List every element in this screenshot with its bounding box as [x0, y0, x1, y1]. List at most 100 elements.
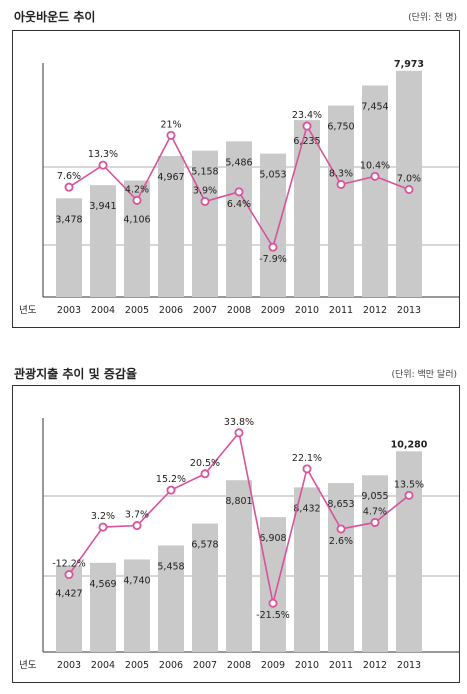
line-point	[302, 464, 312, 474]
line-point	[302, 121, 312, 131]
bar-value-label: 10,280	[391, 439, 428, 450]
bar-value-label: 9,055	[361, 491, 388, 502]
line-point	[268, 598, 278, 608]
line-value-label: 7.6%	[57, 171, 81, 182]
chart-title: 아웃바운드 추이	[14, 10, 96, 24]
bar	[90, 562, 116, 652]
x-tick-label: 2012	[363, 660, 387, 671]
x-tick-label: 2007	[193, 305, 217, 316]
bar-value-label: 4,569	[89, 579, 116, 590]
x-tick-label: 2009	[261, 305, 285, 316]
x-tick-label: 2004	[91, 305, 115, 316]
chart-spending: 2003 2004 2005 2006 2007 2008 2009 2010 2011 2012…	[19, 417, 459, 671]
line-value-label: 23.4%	[292, 110, 322, 121]
line-point	[200, 196, 210, 206]
line-value-label: 7.0%	[397, 174, 421, 185]
bar	[328, 105, 354, 297]
line-value-label: 3.2%	[91, 511, 115, 522]
bar-value-label: 4,106	[123, 214, 150, 225]
line-value-label: 22.1%	[292, 453, 322, 464]
bar-value-label: 8,801	[225, 496, 252, 507]
x-tick-label: 2012	[363, 305, 387, 316]
chart-panel-outbound: 아웃바운드 추이 (단위: 천 명) 2003 2004 2005 2006 2007 2…	[0, 8, 467, 338]
x-tick-label: 2006	[159, 660, 183, 671]
x-tick-label: 2008	[227, 660, 251, 671]
x-tick-label: 2010	[295, 305, 319, 316]
bar	[362, 475, 388, 652]
line-point	[370, 517, 380, 527]
line-value-label: 4.2%	[125, 184, 149, 195]
line-value-label: 4.7%	[363, 506, 387, 517]
line-point	[200, 469, 210, 479]
bar-value-label: 4,740	[123, 575, 150, 586]
line-point	[98, 522, 108, 532]
line-point	[336, 179, 346, 189]
bar	[226, 480, 252, 652]
line-value-label: 8.3%	[329, 168, 353, 179]
bar	[192, 523, 218, 652]
line-value-label: 6.4%	[227, 199, 251, 210]
x-tick-label: 2005	[125, 660, 149, 671]
bar-value-label: 6,235	[293, 136, 320, 147]
line-value-label: 33.8%	[224, 417, 254, 428]
bar	[158, 545, 184, 652]
line-value-label: -7.9%	[259, 254, 287, 265]
line-point	[166, 130, 176, 140]
x-tick-label: 2013	[397, 660, 421, 671]
x-tick-label: 2003	[57, 660, 81, 671]
x-axis-label: 년도	[19, 660, 37, 671]
bar	[56, 565, 82, 652]
bar-value-label: 6,578	[191, 540, 218, 551]
line-point	[268, 242, 278, 252]
chart-unit: (단위: 천 명)	[408, 13, 457, 23]
line-point	[234, 428, 244, 438]
x-tick-label: 2004	[91, 660, 115, 671]
bar	[396, 70, 422, 297]
bar-value-label: 6,750	[327, 121, 354, 132]
bar	[362, 85, 388, 297]
line-point	[132, 195, 142, 205]
line-value-label: -12.2%	[52, 559, 86, 570]
bar-value-label: 7,973	[394, 59, 424, 70]
line-point	[98, 160, 108, 170]
x-tick-label: 2008	[227, 305, 251, 316]
bar	[294, 487, 320, 652]
bar	[226, 141, 252, 297]
x-tick-label: 2011	[329, 660, 353, 671]
line-value-label: 20.5%	[190, 458, 220, 469]
bar	[294, 120, 320, 297]
chart-frame: 2003 2004 2005 2006 2007 2008 2009 2010 2011 2012…	[12, 30, 460, 328]
chart-title: 관광지출 추이 및 증감율	[14, 367, 137, 381]
bar-value-label: 8,432	[293, 503, 320, 514]
line-value-label: 3.9%	[193, 185, 217, 196]
bar	[56, 198, 82, 297]
line-point	[370, 171, 380, 181]
x-tick-label: 2005	[125, 305, 149, 316]
line-point	[132, 521, 142, 531]
line-value-label: 3.7%	[125, 510, 149, 521]
chart-unit: (단위: 백만 달러)	[391, 370, 457, 380]
line-point	[64, 182, 74, 192]
bar	[158, 156, 184, 297]
x-tick-label: 2003	[57, 305, 81, 316]
line-value-label: 13.5%	[394, 479, 424, 490]
line-point	[64, 570, 74, 580]
bar	[124, 559, 150, 652]
bar-value-label: 3,478	[55, 214, 82, 225]
line-value-label: 21%	[160, 119, 181, 130]
bar	[260, 517, 286, 652]
bar-value-label: 7,454	[361, 102, 388, 113]
line-value-label: 10.4%	[360, 160, 390, 171]
x-tick-label: 2006	[159, 305, 183, 316]
bar	[396, 451, 422, 652]
bar-value-label: 5,053	[259, 170, 286, 181]
bar-value-label: 5,158	[191, 167, 218, 178]
line-point	[336, 524, 346, 534]
x-axis-label: 년도	[19, 305, 37, 316]
bar-value-label: 8,653	[327, 499, 354, 510]
line-point	[404, 490, 414, 500]
line-point	[166, 485, 176, 495]
line-value-label: -21.5%	[256, 610, 290, 621]
x-tick-label: 2010	[295, 660, 319, 671]
x-tick-label: 2009	[261, 660, 285, 671]
